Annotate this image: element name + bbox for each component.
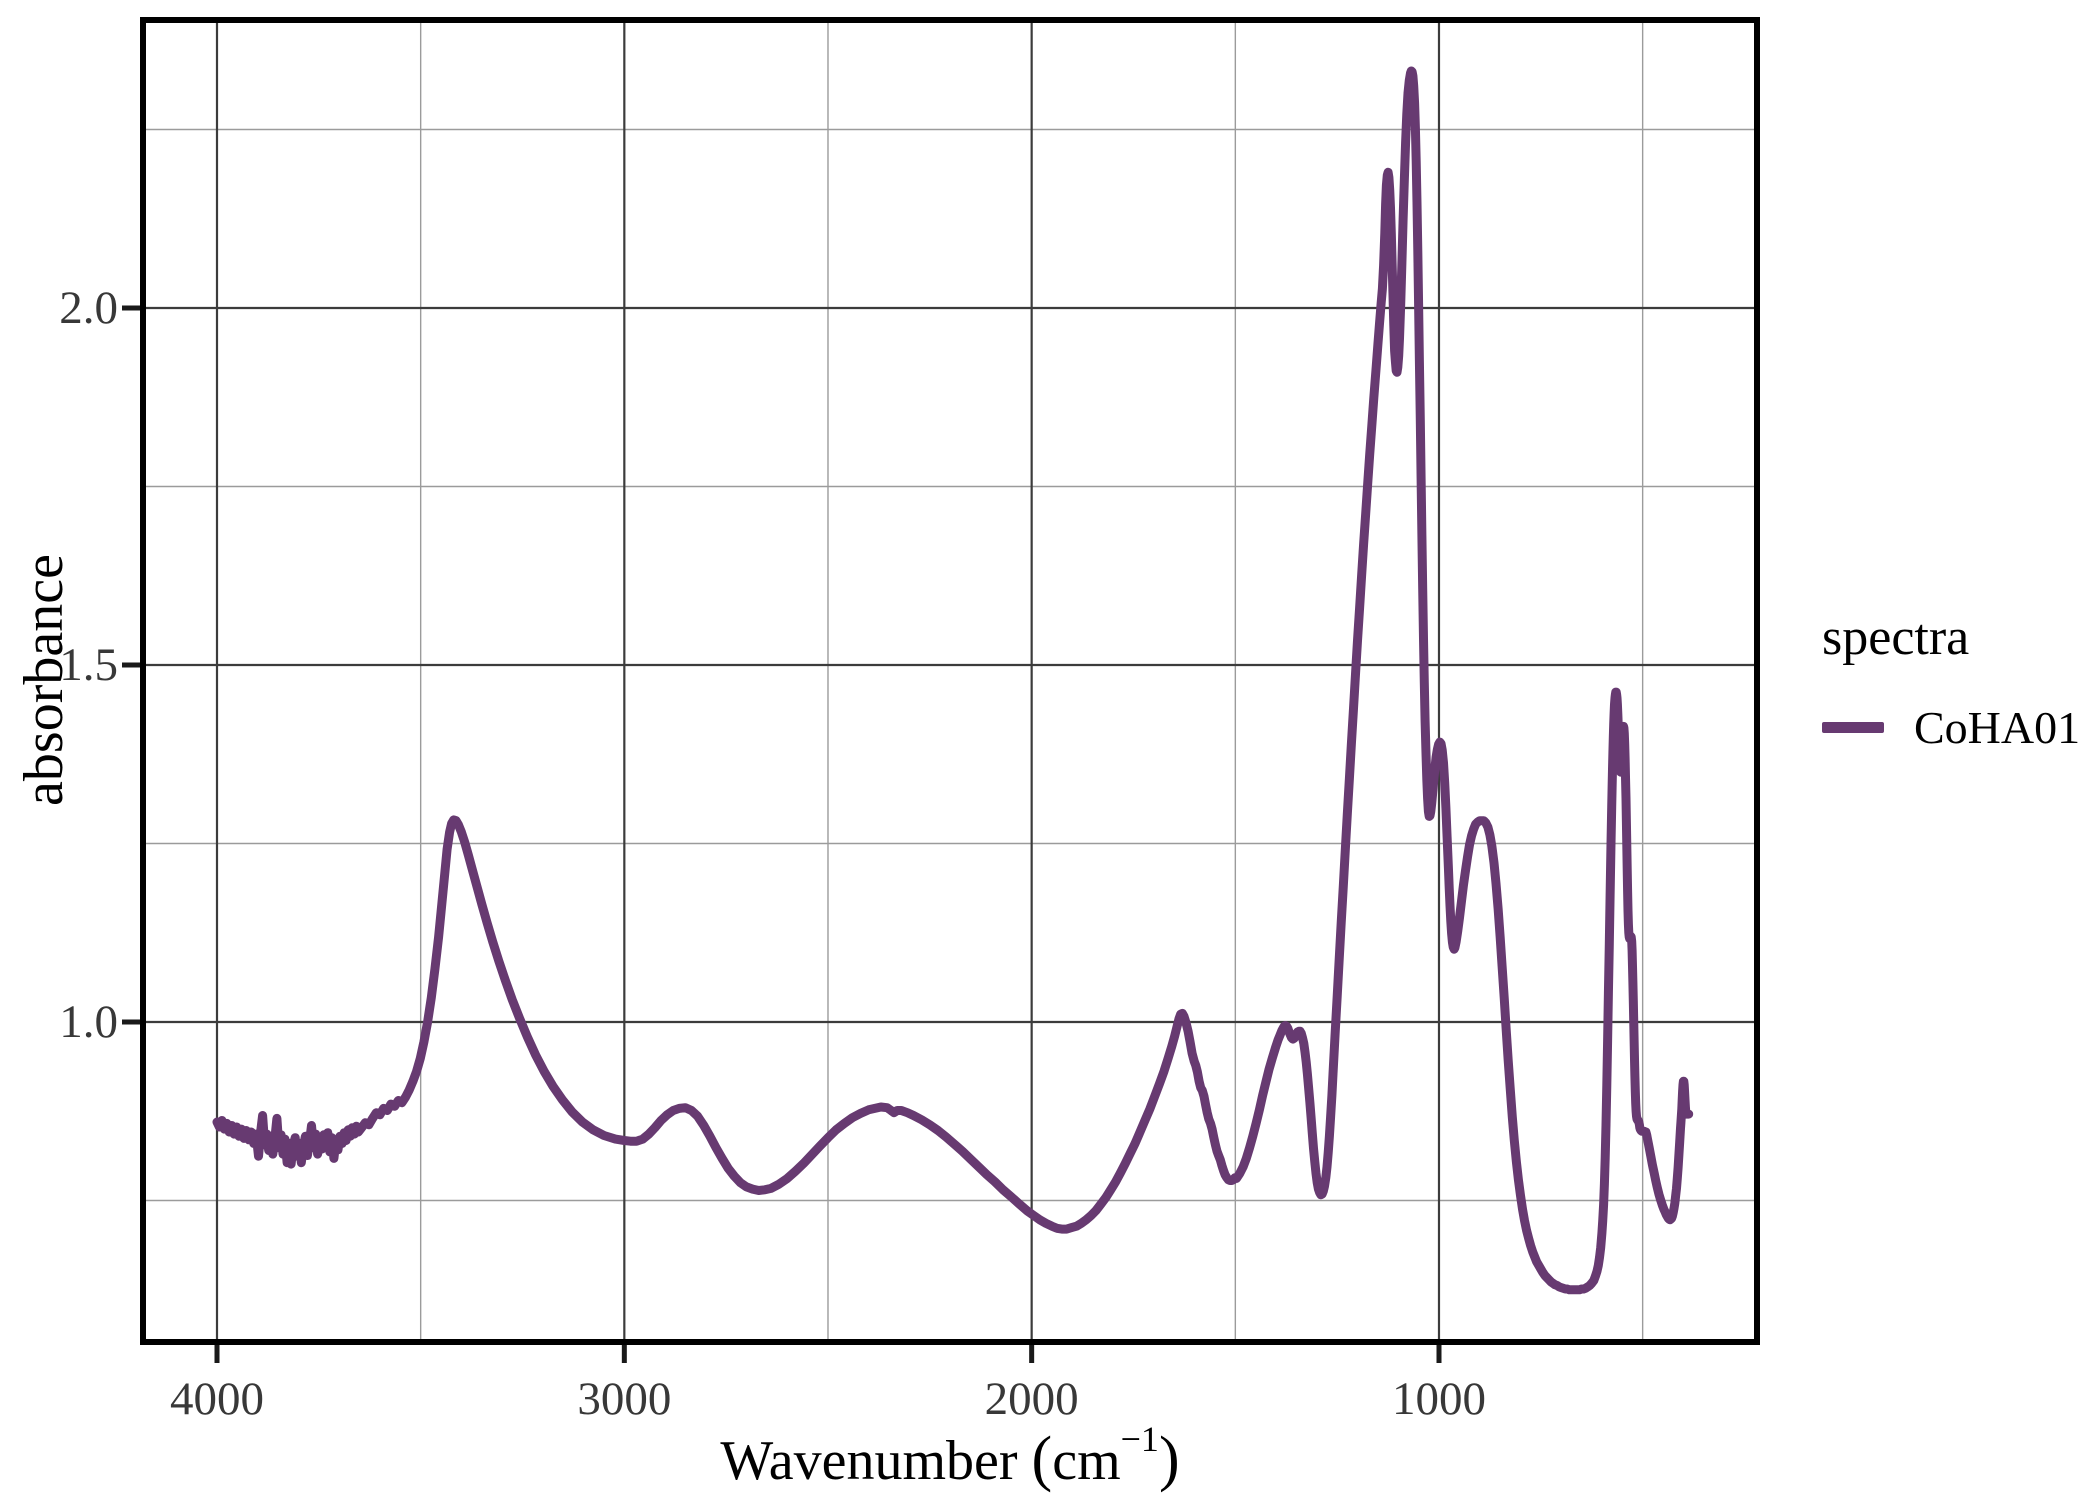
spectrum-line	[212, 66, 1694, 1295]
y-axis-title: absorbance	[13, 554, 75, 806]
legend: spectra CoHA01	[1822, 608, 2080, 754]
x-tick-label: 4000	[170, 1373, 264, 1425]
legend-entry: CoHA01	[1822, 701, 2080, 754]
x-tick-label: 1000	[1391, 1373, 1486, 1425]
x-axis-title: Wavenumber (cm−1)	[720, 1419, 1180, 1493]
legend-title: spectra	[1822, 609, 1970, 666]
y-tick-label: 2.0	[59, 282, 118, 334]
legend-key-line	[1822, 722, 1884, 733]
y-tick-label: 1.5	[59, 639, 118, 691]
x-tick-label: 2000	[984, 1373, 1079, 1425]
panel-border	[140, 17, 1760, 1345]
legend-entry-label: CoHA01	[1914, 702, 2081, 753]
y-tick-label: 1.0	[59, 996, 118, 1048]
x-tick-label: 3000	[577, 1373, 672, 1425]
